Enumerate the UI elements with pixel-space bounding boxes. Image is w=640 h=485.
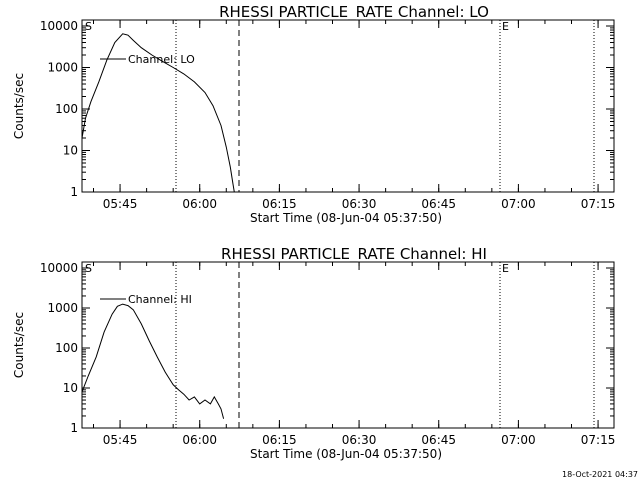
x-tick-label: 06:00 xyxy=(182,197,217,211)
x-tick-label: 07:15 xyxy=(581,433,616,447)
end-marker: E xyxy=(502,262,509,275)
series-line-1 xyxy=(81,33,235,193)
y-tick-label: 1 xyxy=(70,185,78,199)
y-axis-label: Counts/sec xyxy=(12,312,26,378)
x-tick-label: 06:45 xyxy=(421,433,456,447)
y-tick-label: 1000 xyxy=(47,61,78,75)
y-tick-label: 10000 xyxy=(40,19,78,33)
chart-title: RHESSI PARTICLE_RATE Channel: LO xyxy=(219,3,489,22)
x-tick-label: 05:45 xyxy=(103,197,138,211)
x-tick-label: 06:15 xyxy=(262,433,297,447)
y-tick-label: 1 xyxy=(70,421,78,435)
x-tick-label: 07:15 xyxy=(581,197,616,211)
y-tick-label: 10 xyxy=(63,381,78,395)
y-tick-label: 100 xyxy=(55,102,78,116)
x-axis-label: Start Time (08-Jun-04 05:37:50) xyxy=(250,447,442,461)
legend-label: Channel: HI xyxy=(128,293,192,306)
chart-panel-2 xyxy=(81,261,615,429)
legend-label: Channel: LO xyxy=(128,53,195,66)
x-tick-label: 06:30 xyxy=(342,197,377,211)
x-tick-label: 05:45 xyxy=(103,433,138,447)
y-tick-label: 10000 xyxy=(40,261,78,275)
plot-frame xyxy=(81,19,615,193)
x-tick-label: 06:00 xyxy=(182,433,217,447)
chart-title: RHESSI PARTICLE_RATE Channel: HI xyxy=(221,245,487,264)
start-marker: S xyxy=(85,262,92,275)
footer-timestamp: 18-Oct-2021 04:37 xyxy=(562,470,638,479)
y-tick-label: 10 xyxy=(63,144,78,158)
y-tick-label: 100 xyxy=(55,341,78,355)
chart-panel-1 xyxy=(81,19,615,193)
x-tick-label: 06:15 xyxy=(262,197,297,211)
x-tick-label: 06:45 xyxy=(421,197,456,211)
series-line-1 xyxy=(81,303,225,419)
end-marker: E xyxy=(502,20,509,33)
x-tick-label: 06:30 xyxy=(342,433,377,447)
x-tick-label: 07:00 xyxy=(501,197,536,211)
start-marker: S xyxy=(85,20,92,33)
x-axis-label: Start Time (08-Jun-04 05:37:50) xyxy=(250,211,442,225)
y-axis-label: Counts/sec xyxy=(12,73,26,139)
x-tick-label: 07:00 xyxy=(501,433,536,447)
y-tick-label: 1000 xyxy=(47,301,78,315)
plot-frame xyxy=(81,261,615,429)
